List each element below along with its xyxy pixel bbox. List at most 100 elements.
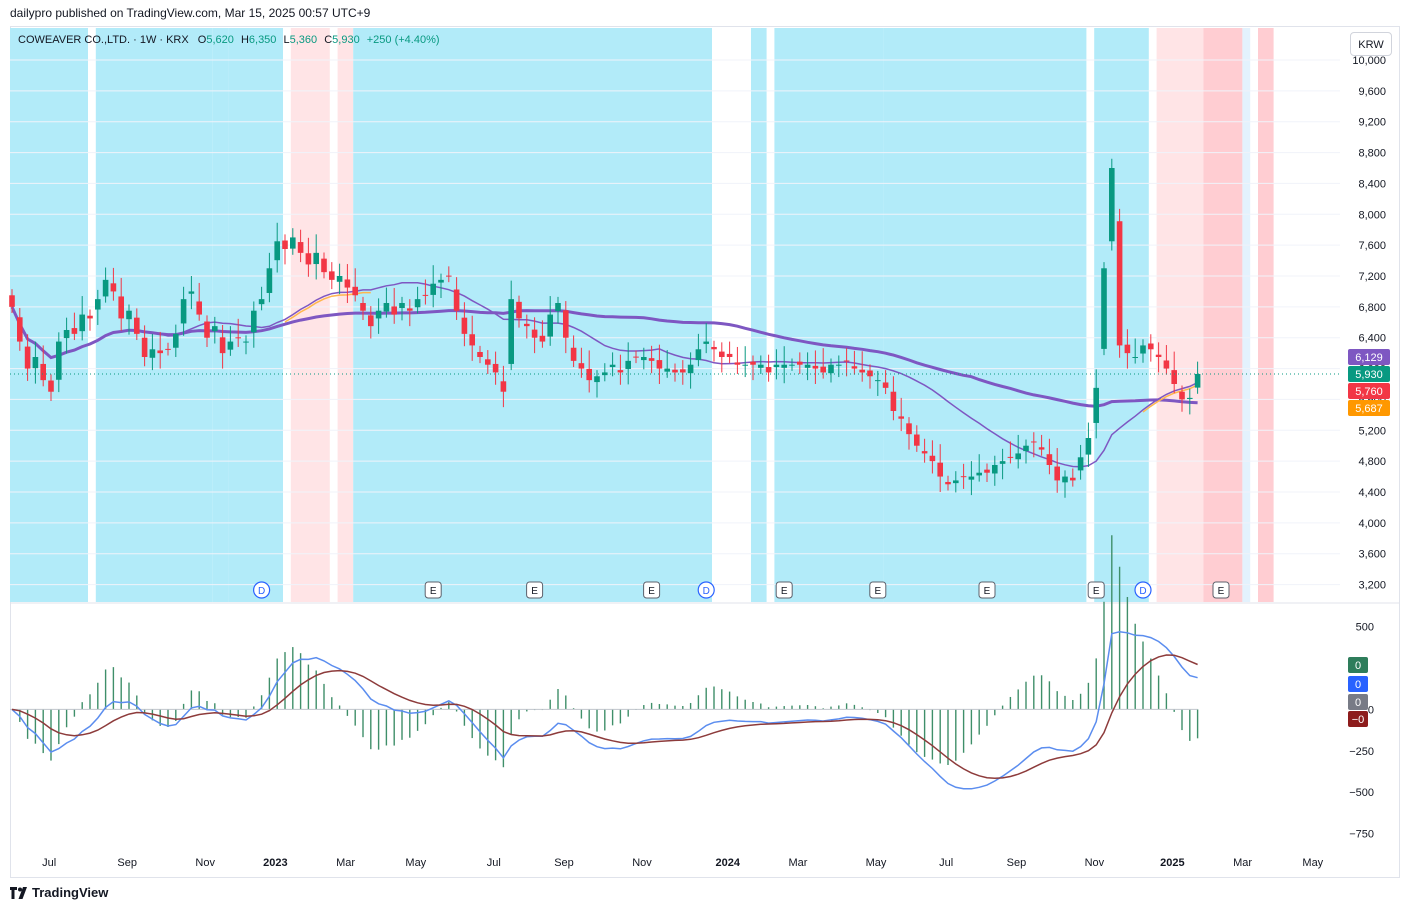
candle (102, 267, 109, 303)
candle-body (461, 317, 468, 334)
event-marker[interactable]: E (526, 581, 544, 599)
candle-body (1171, 370, 1177, 384)
price-tick-label: 4,000 (1358, 518, 1386, 530)
event-marker[interactable]: D (253, 581, 271, 599)
candle (9, 289, 15, 314)
candle-body (976, 472, 982, 476)
candle-body (383, 303, 390, 312)
event-marker[interactable]: D (1134, 581, 1152, 599)
candle-body (695, 349, 702, 361)
candle (937, 444, 943, 492)
candle-body (235, 337, 241, 339)
candle-body (726, 353, 733, 357)
candle-body (750, 361, 756, 365)
candle-body (703, 341, 709, 344)
currency-button[interactable]: KRW (1350, 32, 1392, 56)
candle (266, 252, 273, 303)
price-tick-label: 6,400 (1358, 333, 1386, 345)
candle (243, 335, 249, 355)
candle-body (368, 315, 374, 327)
price-tick-label: 5,200 (1358, 425, 1386, 437)
candle-body (656, 360, 663, 369)
candle-body (71, 328, 78, 334)
candle-body (812, 365, 819, 369)
candle (633, 350, 639, 364)
candle-body (149, 349, 156, 358)
candle (524, 314, 530, 339)
tradingview-logo-icon (10, 886, 27, 899)
candle-body (500, 381, 507, 392)
candle-body (290, 237, 296, 249)
event-marker[interactable]: E (775, 581, 793, 599)
candle-body (204, 321, 210, 338)
candle-body (836, 364, 842, 366)
time-tick-label: May (405, 857, 426, 869)
candle-body (999, 461, 1006, 464)
marker-label: D (258, 586, 265, 597)
marker-label: E (648, 586, 655, 597)
candle (95, 289, 101, 325)
candle (1007, 441, 1014, 464)
candle-body (734, 362, 741, 365)
price-tick-label: 8,000 (1358, 209, 1386, 221)
candle (251, 301, 257, 348)
open-value: 5,620 (206, 34, 234, 46)
candle (1187, 388, 1193, 415)
price-tick-label: 7,200 (1358, 271, 1386, 283)
change-value: +250 (+4.40%) (366, 34, 440, 46)
candle (48, 374, 54, 401)
candle (383, 287, 390, 318)
price-tick-label: 3,200 (1358, 580, 1386, 592)
event-marker[interactable]: E (643, 581, 661, 599)
candle (508, 280, 514, 371)
candle-body (180, 299, 187, 324)
candle-body (430, 283, 436, 295)
event-marker[interactable]: E (1087, 581, 1105, 599)
macd-value-label: 0 (1348, 657, 1368, 673)
candle (711, 340, 717, 362)
macd-value-label: 0 (1348, 694, 1368, 710)
candle (687, 352, 694, 389)
candle-body (87, 315, 93, 319)
candle-body (890, 391, 897, 411)
macd-value-text: 0 (1355, 660, 1361, 672)
candle-body (56, 341, 62, 380)
regime-band (751, 28, 767, 602)
candle (1140, 339, 1146, 363)
price-value-badge (1348, 366, 1390, 382)
price-tick-label: 4,400 (1358, 487, 1386, 499)
event-marker[interactable]: E (1212, 581, 1230, 599)
candle (407, 299, 413, 327)
candle-body (898, 416, 904, 419)
candle-body (804, 364, 811, 368)
marker-label: E (1093, 586, 1100, 597)
candle-body (258, 299, 265, 305)
candle (375, 298, 382, 334)
candle-body (352, 286, 358, 296)
candle (664, 350, 670, 378)
macd-value-text: 0 (1355, 697, 1361, 709)
candle-body (391, 306, 397, 315)
event-marker[interactable]: D (697, 581, 715, 599)
candle-body (243, 341, 249, 343)
candle-body (820, 366, 826, 373)
candle (547, 296, 553, 346)
candle-body (641, 357, 647, 361)
candle-body (664, 368, 670, 372)
event-marker[interactable]: E (869, 581, 887, 599)
candle (539, 320, 546, 348)
candle-body (297, 242, 304, 253)
event-marker[interactable]: E (424, 581, 442, 599)
candle (1070, 468, 1076, 487)
candle-body (867, 370, 873, 377)
candle-body (672, 369, 678, 373)
event-marker[interactable]: E (978, 581, 996, 599)
candle-body (781, 364, 787, 368)
candle-body (1101, 268, 1107, 349)
candle-body (446, 275, 452, 277)
candle (32, 341, 39, 384)
candle (656, 344, 663, 384)
candle-body (960, 476, 967, 478)
candle-body (118, 296, 124, 319)
